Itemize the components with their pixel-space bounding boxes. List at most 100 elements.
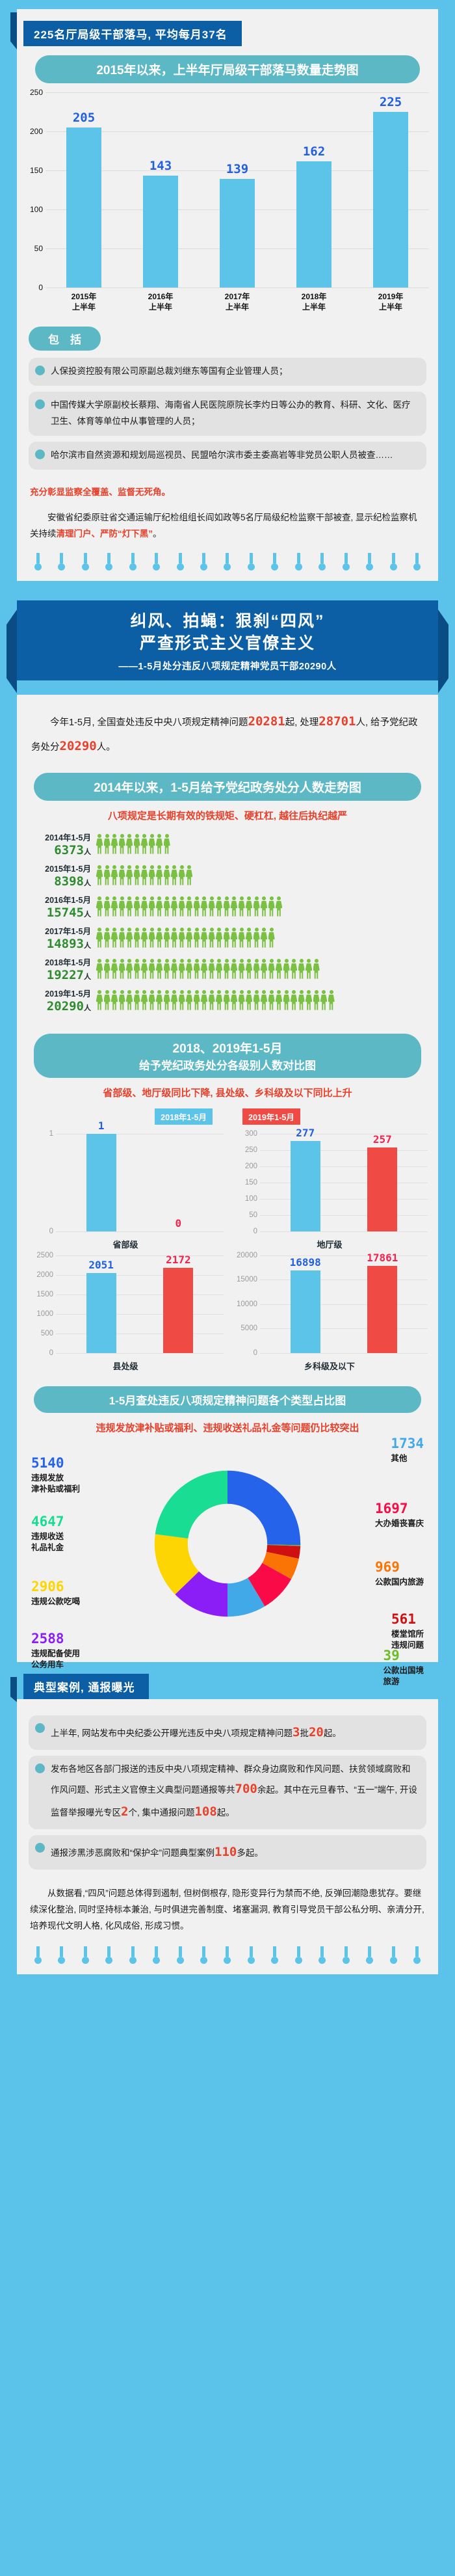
chart1-y-tick: 200 <box>29 127 43 136</box>
chart1-gridline <box>46 92 429 93</box>
person-icon <box>156 958 162 979</box>
compare-y-tick: 10000 <box>237 1300 257 1308</box>
compare-gridline <box>260 1255 428 1256</box>
person-icon <box>246 989 252 1010</box>
person-icon <box>186 896 192 917</box>
chart1-bar-column: 205 <box>49 92 118 288</box>
donut-label-text: 楼堂馆所 <box>391 1630 424 1639</box>
person-icon <box>133 833 140 854</box>
notch-pin-icon <box>58 553 66 571</box>
person-icon <box>186 927 192 948</box>
person-icon <box>201 896 207 917</box>
notch-pin-icon <box>294 553 302 571</box>
compare-y-tick: 1500 <box>36 1290 53 1298</box>
notch-pin-icon <box>366 553 374 571</box>
person-icon <box>111 927 118 948</box>
compare-bar-column: 2172 <box>146 1254 210 1353</box>
person-icon <box>148 865 155 885</box>
pictogram-row-label: 2015年1-5月 8398人 <box>29 862 96 889</box>
compare-y-tick: 250 <box>244 1146 257 1154</box>
compare-bar-column: 2051 <box>70 1255 133 1353</box>
donut-label-text: 礼品礼金 <box>31 1542 64 1552</box>
bullet-dot-icon <box>35 1723 45 1733</box>
donut-label-value: 2588 <box>31 1630 64 1646</box>
person-icon <box>238 958 245 979</box>
person-icon <box>223 958 230 979</box>
pie-subtitle: 违规发放津补贴或福利、违规收送礼品礼金等问题仍比较突出 <box>96 1422 359 1434</box>
section2-card: 今年1-5月, 全国查处违反中央八项规定精神问题20281起, 处理28701人… <box>17 694 438 1686</box>
person-icon <box>111 958 118 979</box>
case-number-1a: 3 <box>292 1724 300 1739</box>
case-number-2c: 108 <box>194 1804 217 1819</box>
section3-ribbon-title: 典型案例, 通报曝光 <box>23 1673 150 1699</box>
donut-chart: 5140 违规发放 津补贴或福利 4647 违规收送 礼品礼金 2906 违规公款吃喝 2588… <box>17 1436 438 1686</box>
person-icon <box>96 927 103 948</box>
compare-y-tick: 2500 <box>36 1251 53 1259</box>
compare-y-tick: 5000 <box>240 1324 257 1333</box>
person-icon <box>163 927 170 948</box>
chart1-bar-column: 139 <box>203 92 272 288</box>
person-icon <box>253 896 260 917</box>
person-icon <box>103 865 110 885</box>
person-icon <box>103 958 110 979</box>
compare-bar-value: 17861 <box>367 1251 398 1264</box>
donut-label-text: 公款国内旅游 <box>374 1577 424 1587</box>
compare-bar-value: 2172 <box>166 1254 191 1267</box>
pictogram-row-label: 2017年1-5月 14893人 <box>29 924 96 951</box>
pictogram-subtitle: 八项规定是长期有效的铁规矩、硬杠杠, 越往后执纪越严 <box>107 810 348 822</box>
person-icon <box>141 896 148 917</box>
person-icon <box>171 896 177 917</box>
list-item: 通报涉黑涉恶腐败和“保护伞”问题典型案例110多起。 <box>29 1835 426 1870</box>
pictogram-row: 2018年1-5月 19227人 <box>17 956 438 982</box>
person-icon <box>156 927 162 948</box>
person-icon <box>298 989 305 1010</box>
case-text-3b: 多起。 <box>237 1848 263 1858</box>
chart1-bar-column: 162 <box>280 92 348 288</box>
donut-segment <box>267 1544 301 1546</box>
compare-bar-value: 257 <box>372 1133 392 1146</box>
donut-label: 2906 违规公款吃喝 <box>31 1577 80 1607</box>
bullet-dot-icon <box>35 449 45 460</box>
banner-line-2: 严查形式主义官僚主义 <box>139 634 315 652</box>
notch-pin-icon <box>342 1946 350 1965</box>
intro-number-3: 20290 <box>59 738 97 753</box>
person-icon <box>163 833 170 854</box>
person-icon <box>276 896 282 917</box>
person-icon <box>253 927 260 948</box>
case-number-1b: 20 <box>308 1724 324 1739</box>
person-icon <box>126 865 133 885</box>
pictogram-unit: 人 <box>84 941 91 950</box>
case-number-3a: 110 <box>214 1845 237 1860</box>
person-icon <box>208 896 215 917</box>
notch-pin-icon <box>294 1946 302 1965</box>
list-item: 哈尔滨市自然资源和规划局巡视员、民盟哈尔滨市委主委高岩等非党员公职人员被查…… <box>29 442 426 470</box>
donut-label: 39 公款出国境 旅游 <box>383 1646 424 1687</box>
pictogram-row-label: 2014年1-5月 6373人 <box>29 831 96 857</box>
include-pill: 包 括 <box>29 327 101 351</box>
chart1-bar-column: 143 <box>126 92 195 288</box>
person-icon <box>171 958 177 979</box>
compare-chart-title: 2018、2019年1-5月 给予党纪政务处分各级别人数对比图 <box>34 1033 421 1078</box>
person-icon <box>291 958 297 979</box>
pie-chart-title: 1-5月查处违反八项规定精神问题各个类型占比图 <box>34 1386 421 1413</box>
chart1-y-tick: 100 <box>29 205 43 214</box>
intro-text-2: 起, 处理 <box>285 717 319 728</box>
banner-right-ear-decoration <box>438 610 448 693</box>
person-icon <box>193 927 200 948</box>
person-icon <box>96 958 103 979</box>
compare-y-tick: 50 <box>249 1211 257 1219</box>
list-item: 人保投资控股有限公司原副总裁刘继东等国有企业管理人员； <box>29 358 426 386</box>
person-icon <box>178 927 185 948</box>
notch-pin-icon <box>389 1946 397 1965</box>
person-icon <box>186 989 192 1010</box>
person-icon <box>178 989 185 1010</box>
pictogram-figures <box>96 833 171 854</box>
person-icon <box>171 927 177 948</box>
pictogram-figures <box>96 865 194 885</box>
compare-gridline <box>56 1313 224 1315</box>
notch-pin-icon <box>129 1946 136 1965</box>
chart1-bar-value: 143 <box>149 159 172 174</box>
donut-label-value: 1734 <box>391 1435 424 1451</box>
banner-left-ear-decoration <box>6 610 17 693</box>
person-icon <box>261 989 267 1010</box>
